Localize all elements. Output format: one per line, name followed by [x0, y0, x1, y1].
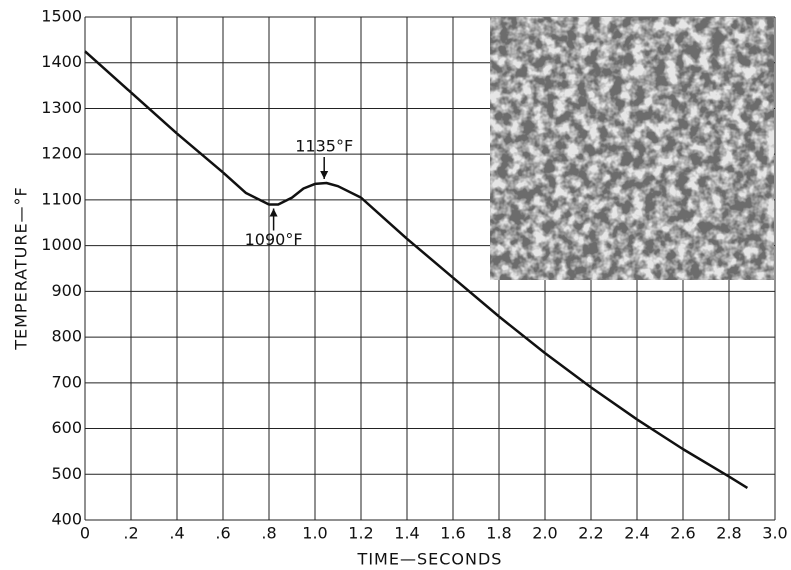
x-tick-label: 2.8 [716, 524, 741, 543]
x-tick-label: 2.2 [578, 524, 603, 543]
x-tick-label: 1.0 [302, 524, 327, 543]
y-tick-label: 1400 [41, 52, 82, 71]
y-axis-label: TEMPERATURE—°F [12, 186, 31, 351]
x-tick-label: 2.4 [624, 524, 649, 543]
data-line [84, 50, 749, 490]
x-tick-label: 2.6 [670, 524, 695, 543]
x-tick-label: .2 [123, 524, 138, 543]
x-tick-label: 2.0 [532, 524, 557, 543]
x-tick-label: .4 [169, 524, 184, 543]
x-tick-label: 1.6 [440, 524, 465, 543]
y-tick-label: 700 [51, 372, 82, 391]
y-tick-label: 800 [51, 327, 82, 346]
y-tick-label: 500 [51, 464, 82, 483]
x-tick-label: .6 [215, 524, 230, 543]
y-tick-label: 400 [51, 510, 82, 529]
y-tick-label: 1100 [41, 189, 82, 208]
annotation-text: 1090°F [245, 230, 303, 249]
y-tick-label: 1200 [41, 144, 82, 163]
micrograph [490, 17, 774, 280]
micrograph-texture [490, 17, 774, 280]
y-tick-label: 1300 [41, 98, 82, 117]
y-tick-label: 1000 [41, 235, 82, 254]
annotation-arrowhead [269, 208, 278, 217]
x-tick-label: 0 [80, 524, 90, 543]
x-tick-label: .8 [261, 524, 276, 543]
x-tick-label: 1.8 [486, 524, 511, 543]
annotation-arrowhead [320, 170, 329, 179]
annotation-text: 1135°F [295, 136, 353, 155]
x-tick-label: 1.4 [394, 524, 419, 543]
y-tick-label: 600 [51, 418, 82, 437]
x-axis-label: TIME—SECONDS [357, 550, 503, 569]
x-tick-label: 1.2 [348, 524, 373, 543]
y-tick-label: 1500 [41, 7, 82, 26]
x-tick-label: 3.0 [762, 524, 787, 543]
y-tick-label: 900 [51, 281, 82, 300]
